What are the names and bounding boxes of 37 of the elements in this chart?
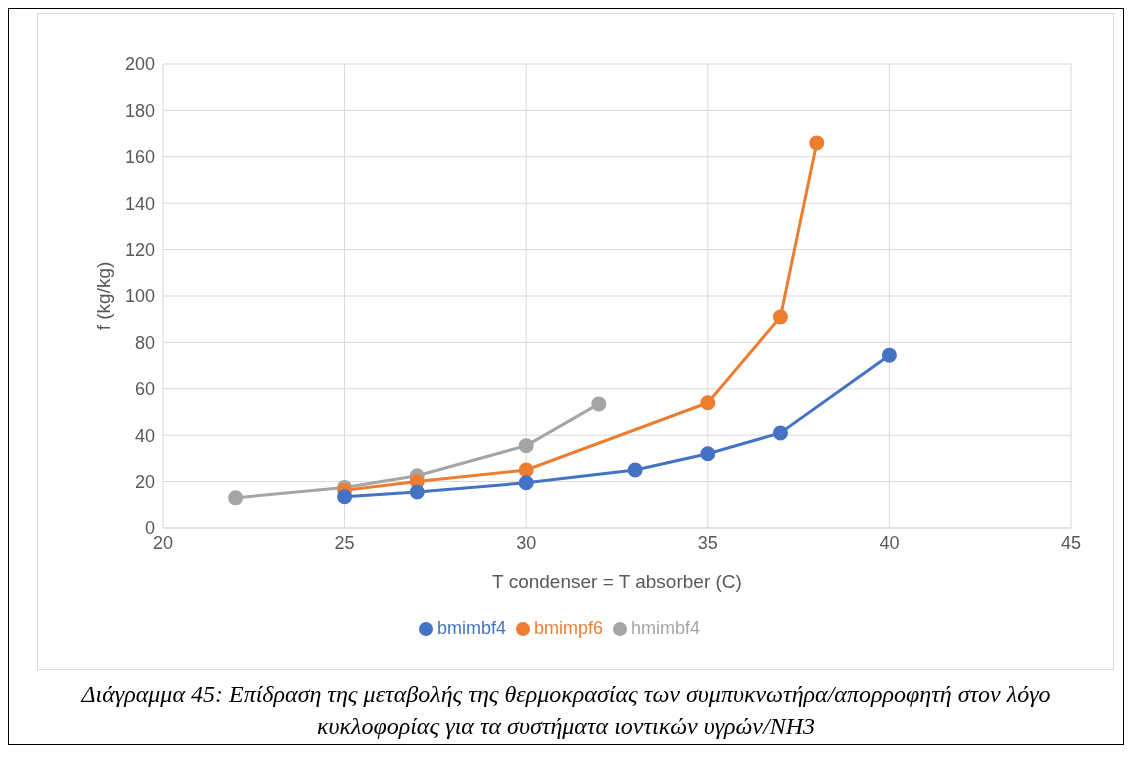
x-tick-label: 30 — [516, 532, 537, 553]
y-tick-label: 60 — [134, 379, 155, 400]
point — [228, 490, 244, 506]
x-tick-label: 45 — [1060, 532, 1082, 553]
point — [518, 438, 534, 454]
point — [772, 425, 788, 441]
point — [591, 396, 607, 412]
point — [700, 446, 716, 462]
y-tick-label: 180 — [124, 100, 155, 121]
point — [700, 395, 716, 411]
y-tick-label: 120 — [124, 239, 155, 260]
y-tick-label: 160 — [124, 147, 155, 168]
text: Διάγραμμα 45: Επίδραση της μεταβολής της θερμοκρασίας των συμπυκνωτήρα/απορροφητή στον λόγο κυκλοφορίας για τα συστήματα ιοντικών υγρών/NH3 — [79, 680, 1052, 741]
x-tick-label: 20 — [152, 532, 174, 553]
y-tick-label: 140 — [124, 193, 155, 214]
point — [881, 347, 897, 363]
point — [772, 309, 788, 325]
y-tick-label: 100 — [124, 286, 155, 307]
legend-label: bmimpf6 — [533, 618, 604, 638]
point — [518, 475, 534, 491]
x-tick-label: 25 — [334, 532, 355, 553]
y-tick-label: 0 — [144, 518, 155, 539]
point — [409, 484, 425, 500]
x-axis-title: T condenser = T absorber (C) — [492, 571, 742, 592]
y-tick-label: 200 — [124, 54, 155, 75]
legend-label: bmimbf4 — [436, 618, 506, 638]
x-tick-label: 35 — [697, 532, 718, 553]
y-tick-label: 80 — [134, 332, 155, 353]
y-tick-label: 20 — [134, 471, 155, 492]
point — [809, 135, 825, 151]
legend-label: hmimbf4 — [631, 618, 701, 638]
y-axis-title: f (kg/kg) — [92, 261, 114, 331]
point — [337, 489, 353, 505]
y-tick-label: 40 — [134, 425, 155, 446]
point — [518, 462, 534, 478]
point — [627, 462, 643, 478]
x-tick-label: 40 — [879, 532, 900, 553]
